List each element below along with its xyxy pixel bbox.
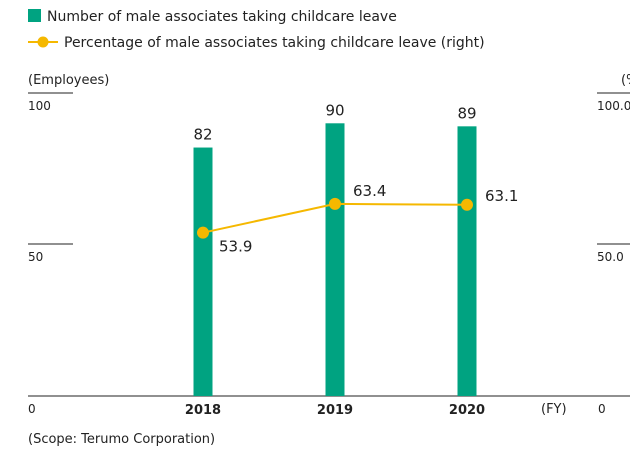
bars-layer xyxy=(193,123,477,397)
line-point-2018 xyxy=(197,226,209,239)
left-tick-0: 0 xyxy=(28,402,36,416)
left-tick-100: 100 xyxy=(28,99,51,113)
line-layer: 53.9 63.4 63.1 xyxy=(197,182,518,256)
x-tick-2020: 2020 xyxy=(449,403,485,418)
bar-value-label-2019: 90 xyxy=(325,101,344,119)
line-value-label-2018: 53.9 xyxy=(219,238,252,256)
bar-2018 xyxy=(193,147,213,396)
right-tick-100: 100.0 xyxy=(597,99,630,113)
x-tick-labels: 2018 2019 2020 xyxy=(185,403,485,418)
footnote: (Scope: Terumo Corporation) xyxy=(28,432,215,447)
x-tick-2019: 2019 xyxy=(317,403,353,418)
bar-2020 xyxy=(457,126,477,396)
bar-labels-layer: 82 90 89 xyxy=(193,101,476,143)
bar-value-label-2020: 89 xyxy=(457,104,476,122)
right-tick-0: 0 xyxy=(598,402,606,416)
bar-value-label-2018: 82 xyxy=(193,126,212,144)
legend-bar-swatch xyxy=(28,9,41,22)
legend-line-label: Percentage of male associates taking chi… xyxy=(64,35,485,51)
bar-2019 xyxy=(325,123,345,397)
left-tick-50: 50 xyxy=(28,250,43,264)
x-axis-label: (FY) xyxy=(541,402,567,417)
legend: Number of male associates taking childca… xyxy=(28,9,485,51)
x-tick-2018: 2018 xyxy=(185,403,221,418)
line-point-2019 xyxy=(329,197,341,210)
right-axis-unit: (%) xyxy=(621,73,630,88)
right-tick-50: 50.0 xyxy=(597,250,624,264)
line-point-2020 xyxy=(461,198,473,211)
legend-bar-label: Number of male associates taking childca… xyxy=(47,9,397,25)
left-axis-unit: (Employees) xyxy=(28,73,109,88)
legend-line-marker xyxy=(37,36,49,48)
line-value-label-2019: 63.4 xyxy=(353,182,386,200)
line-value-label-2020: 63.1 xyxy=(485,187,518,205)
